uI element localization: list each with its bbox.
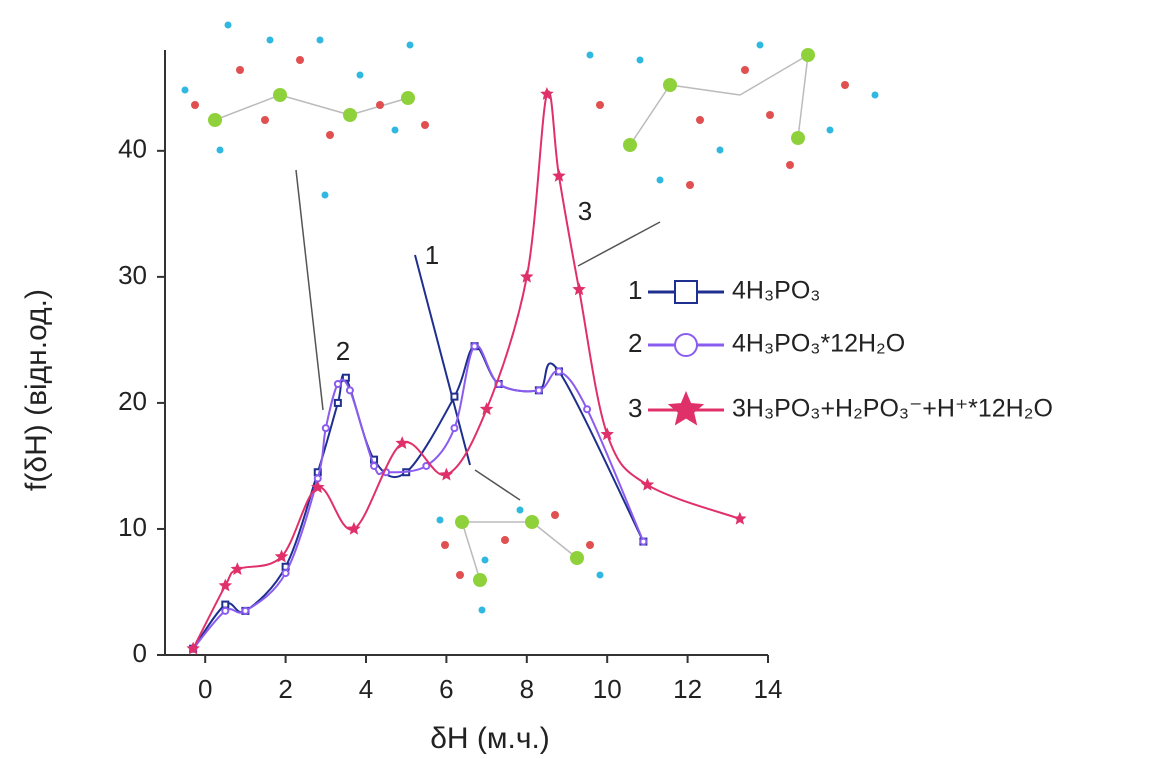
legend-label: 4H₃PO₃ xyxy=(732,277,820,305)
marker-star xyxy=(575,285,584,293)
legend-label: 3H₃PO₃+H₂PO₃⁻+H⁺*12H₂O xyxy=(732,395,1053,423)
marker-circle xyxy=(472,343,478,349)
marker-star xyxy=(555,172,564,180)
marker-star xyxy=(523,272,532,280)
x-tick-label: 2 xyxy=(278,674,292,704)
marker-circle xyxy=(675,334,697,356)
marker-star xyxy=(233,565,242,573)
x-tick-label: 12 xyxy=(673,674,702,704)
marker-circle xyxy=(222,608,228,614)
marker-circle xyxy=(451,425,457,431)
marker-circle xyxy=(640,539,646,545)
pointer-arrow xyxy=(296,170,323,410)
curve-annotation: 3 xyxy=(578,196,592,226)
y-tick-label: 0 xyxy=(133,638,147,668)
x-tick-label: 10 xyxy=(593,674,622,704)
marker-circle xyxy=(323,425,329,431)
pointer-arrow xyxy=(415,255,470,465)
x-axis-label: δH (м.ч.) xyxy=(430,722,550,755)
marker-circle xyxy=(371,463,377,469)
marker-star xyxy=(398,439,407,447)
marker-star xyxy=(482,405,491,413)
series-line xyxy=(193,345,643,648)
molecule-bottom xyxy=(437,507,604,614)
y-tick-label: 30 xyxy=(118,260,147,290)
marker-square xyxy=(222,602,228,608)
molecule-top-right xyxy=(587,42,879,190)
series-line xyxy=(193,346,643,649)
marker-circle xyxy=(347,387,353,393)
marker-circle xyxy=(584,406,590,412)
marker-square xyxy=(675,281,697,303)
legend-number: 3 xyxy=(628,393,642,423)
pointer-arrow xyxy=(475,470,520,500)
curve-annotation: 2 xyxy=(336,336,350,366)
marker-square xyxy=(451,394,457,400)
marker-circle xyxy=(283,570,289,576)
molecule-top-left xyxy=(182,22,430,199)
x-tick-label: 6 xyxy=(439,674,453,704)
legend-number: 2 xyxy=(628,328,642,358)
marker-star xyxy=(736,514,745,522)
marker-circle xyxy=(335,381,341,387)
molecule-illustrations xyxy=(182,22,879,614)
y-axis-label: f(δH) (відн.од.) xyxy=(20,289,53,491)
y-tick-label: 10 xyxy=(118,512,147,542)
chart: δH (м.ч.) f(δH) (відн.од.) 0246810121401… xyxy=(0,0,1157,759)
x-tick-label: 8 xyxy=(520,674,534,704)
marker-star xyxy=(543,90,552,98)
marker-circle xyxy=(556,368,562,374)
marker-star xyxy=(603,430,612,438)
x-tick-label: 4 xyxy=(359,674,373,704)
curve-annotation: 1 xyxy=(425,240,439,270)
y-tick-label: 20 xyxy=(118,386,147,416)
legend-number: 1 xyxy=(628,275,642,305)
marker-star xyxy=(670,394,701,424)
marker-star xyxy=(442,470,451,478)
marker-circle xyxy=(242,608,248,614)
legend-label: 4H₃PO₃*12H₂O xyxy=(732,330,905,358)
x-tick-label: 14 xyxy=(754,674,783,704)
marker-star xyxy=(643,480,652,488)
y-tick-label: 40 xyxy=(118,134,147,164)
x-tick-label: 0 xyxy=(198,674,212,704)
pointer-arrow xyxy=(578,222,660,266)
marker-circle xyxy=(536,387,542,393)
marker-star xyxy=(221,581,230,589)
marker-square xyxy=(335,400,341,406)
